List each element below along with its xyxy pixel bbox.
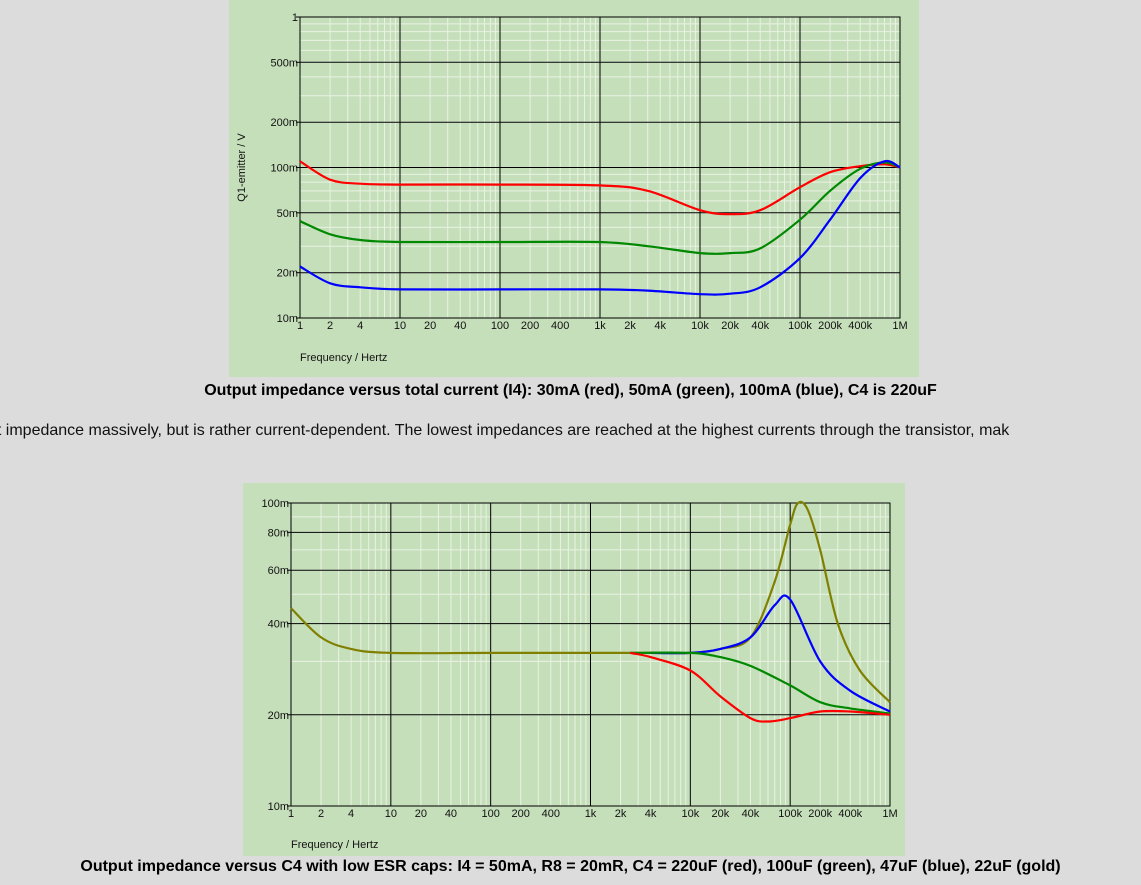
chart-1-panel: 1 2 4 10 20 40 100 200 400 1k 2k 4k 10k 20k 40k 100k 200… (229, 0, 919, 377)
chart-1-x-tick-label: 1 (297, 320, 303, 332)
chart-2-y-tick-label: 100m (261, 498, 289, 510)
chart-2-series-line-4 (629, 651, 891, 723)
chart-1-x-axis-label: Frequency / Hertz (300, 352, 387, 364)
chart-1-x-tick-label: 20 (424, 320, 436, 332)
chart-2-x-tick-label: 20 (415, 808, 427, 820)
chart-1-x-tick-label: 2k (624, 320, 636, 332)
chart-2-x-tick-label: 4 (348, 808, 354, 820)
chart-1-y-tick-label: 100m (270, 163, 298, 175)
chart-1-x-tick-label: 10 (394, 320, 406, 332)
chart-2-x-tick-label: 1 (288, 808, 294, 820)
chart-2-y-tick-label: 60m (268, 565, 289, 577)
chart-1-caption: Output impedance versus total current (I… (204, 382, 937, 399)
chart-2-x-tick-label: 400 (542, 808, 560, 820)
chart-1-y-tick-label: 500m (270, 57, 298, 69)
chart-2-x-axis-label: Frequency / Hertz (291, 839, 378, 851)
chart-1-x-tick-label: 10k (691, 320, 709, 332)
chart-1-svg: 1 2 4 10 20 40 100 200 400 1k 2k 4k 10k 20k 40k 100k 200… (236, 12, 908, 364)
chart-2-y-tick-label: 10m (268, 801, 289, 813)
chart-1-x-tick-label: 40 (454, 320, 466, 332)
chart-2-panel: 1 2 4 10 20 40 100 200 400 1k 2k 4k 10k 20k 40k 100k 200… (243, 483, 905, 856)
chart-1-grid (299, 16, 901, 319)
chart-2-x-tick-label: 100 (481, 808, 499, 820)
chart-2-x-tick-label: 40k (742, 808, 760, 820)
chart-1-x-tick-label: 2 (327, 320, 333, 332)
chart-1-y-tick-label: 200m (270, 117, 298, 129)
chart-1-x-tick-label: 400 (551, 320, 569, 332)
chart-2-x-tick-label: 400k (838, 808, 862, 820)
chart-2-svg: 1 2 4 10 20 40 100 200 400 1k 2k 4k 10k 20k 40k 100k 200… (261, 498, 897, 851)
chart-2-x-tick-label: 200 (512, 808, 530, 820)
chart-2-x-tick-label: 4k (645, 808, 657, 820)
chart-1-series-line-3 (299, 159, 901, 296)
chart-2-x-tick-label: 40 (445, 808, 457, 820)
chart-1-x-tick-label: 40k (751, 320, 769, 332)
chart-1-x-tick-label: 100k (788, 320, 812, 332)
chart-2-x-tick-label: 10 (385, 808, 397, 820)
chart-1-x-tick-label: 4 (357, 320, 363, 332)
chart-2-x-tick-label: 2k (615, 808, 627, 820)
chart-2-y-tick-label: 40m (268, 619, 289, 631)
chart-2-x-tick-label: 1M (882, 808, 897, 820)
chart-2-x-tick-label: 200k (808, 808, 832, 820)
chart-1-y-tick-label: 10m (277, 313, 298, 325)
chart-1-y-tick-label: 20m (277, 268, 298, 280)
chart-2-x-tick-label: 20k (712, 808, 730, 820)
chart-1-y-axis-label: Q1-emitter / V (236, 133, 248, 202)
chart-1-x-tick-label: 1M (892, 320, 907, 332)
chart-1-x-tick-label: 200k (818, 320, 842, 332)
chart-2-plot-frame (290, 502, 891, 807)
chart-2-y-tick-label: 20m (268, 710, 289, 722)
chart-1-x-tick-label: 200 (521, 320, 539, 332)
chart-2-y-tick-label: 80m (268, 527, 289, 539)
chart-1-x-tick-label: 1k (594, 320, 606, 332)
chart-2-x-tick-label: 2 (318, 808, 324, 820)
chart-2-series-line-2 (650, 594, 891, 713)
chart-1-y-tick-label: 1 (292, 12, 298, 24)
chart-1-x-tick-label: 20k (721, 320, 739, 332)
chart-2-x-tick-label: 1k (585, 808, 597, 820)
chart-1-y-tick-label: 50m (277, 208, 298, 220)
chart-1-series-line-1 (299, 160, 901, 216)
chart-1-x-tick-label: 100 (491, 320, 509, 332)
chart-2-x-tick-label: 100k (778, 808, 802, 820)
chart-1-series-line-2 (299, 161, 901, 255)
chart-2-caption: Output impedance versus C4 with low ESR … (80, 858, 1061, 875)
chart-2-series-line-3 (630, 651, 891, 715)
chart-1-x-tick-label: 4k (654, 320, 666, 332)
chart-2-grid (290, 502, 891, 807)
chart-1-x-tick-label: 400k (848, 320, 872, 332)
body-text: ut impedance massively, but is rather cu… (0, 422, 1010, 439)
chart-2-x-tick-label: 10k (681, 808, 699, 820)
